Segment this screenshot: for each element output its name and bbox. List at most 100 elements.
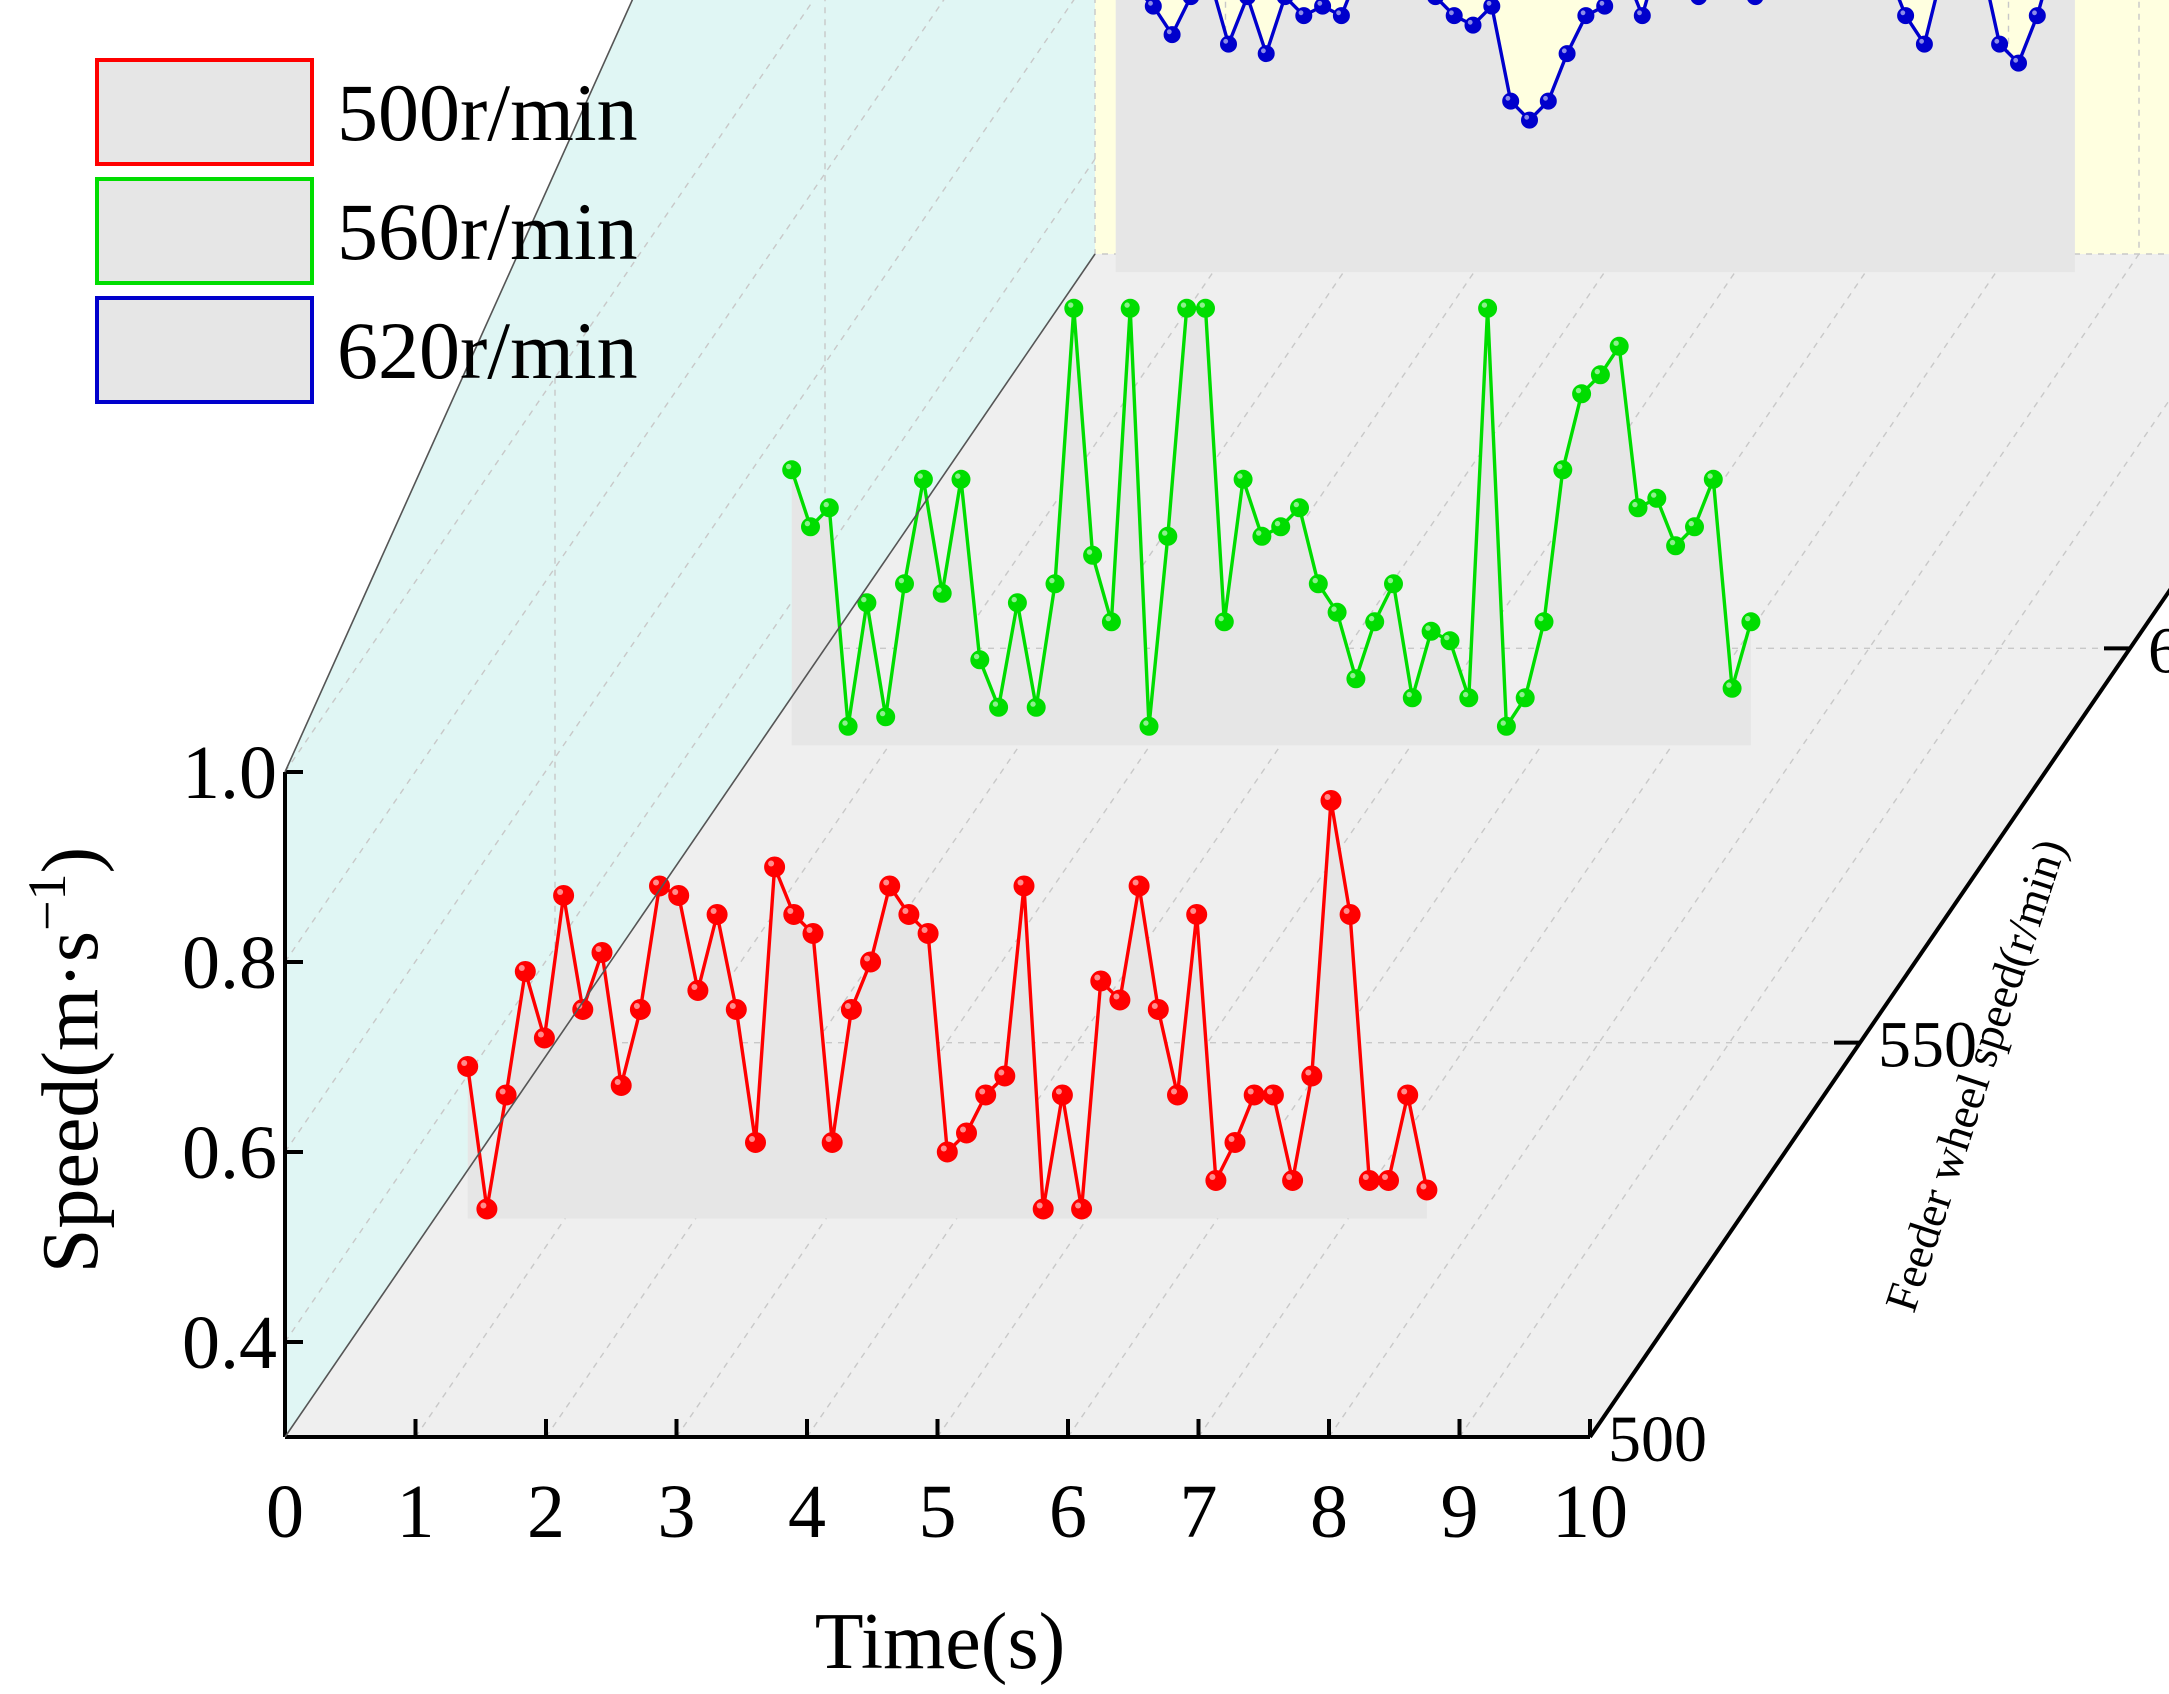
data-point [1397, 1084, 1419, 1106]
y-tick-label: 0.8 [182, 921, 277, 1005]
data-point [725, 999, 747, 1020]
x-tick-label: 1 [397, 1470, 435, 1554]
data-point-highlight [537, 1031, 544, 1038]
data-point [1239, 0, 1256, 6]
data-point-highlight [879, 710, 886, 717]
data-point [1339, 904, 1361, 925]
data-point [1147, 999, 1169, 1020]
floor-left-edge [284, 253, 1096, 1438]
x-axis-title: Time(s) [815, 1598, 1065, 1686]
data-point [1421, 621, 1441, 641]
data-point [1252, 526, 1272, 546]
data-point-highlight [1143, 720, 1149, 726]
data-point [951, 469, 971, 489]
y-axis-title-exponent: −1 [17, 874, 77, 931]
data-point-highlight [998, 1069, 1005, 1076]
data-point-highlight [1613, 340, 1619, 346]
data-point [932, 583, 952, 603]
data-point [838, 716, 858, 736]
legend-label: 500r/min [337, 67, 638, 158]
data-point-highlight [960, 1126, 966, 1133]
data-point-highlight [1266, 1088, 1273, 1095]
data-point-highlight [940, 1145, 947, 1152]
data-point-highlight [1900, 10, 1906, 16]
x-axis-title-group: Time(s) [815, 1598, 1065, 1686]
data-point-highlight [2032, 10, 2037, 16]
data-point-highlight [1166, 29, 1172, 35]
data-point-highlight [1199, 302, 1206, 308]
data-point [1515, 688, 1535, 708]
data-point-highlight [1632, 501, 1638, 508]
series-line-620r/min [1144, 0, 2044, 123]
data-point-highlight [1049, 577, 1055, 584]
data-point-highlight [844, 1003, 851, 1009]
data-point [1332, 7, 1350, 25]
data-point [1991, 35, 2009, 53]
data-point [1478, 298, 1498, 318]
data-point [1590, 365, 1610, 385]
data-point [1314, 0, 1332, 15]
data-point [802, 923, 824, 944]
data-point [2010, 54, 2027, 72]
data-point-highlight [1218, 615, 1224, 622]
data-point-highlight [1209, 1174, 1216, 1180]
data-point-highlight [1382, 1174, 1388, 1180]
data-point-highlight [1594, 368, 1601, 375]
data-point-highlight [1094, 974, 1101, 981]
chart-series-layer [457, 0, 2075, 1220]
data-point [1220, 35, 1237, 53]
data-point-highlight [1745, 615, 1751, 622]
data-point [1440, 631, 1460, 651]
data-point [1358, 1170, 1380, 1191]
data-point-highlight [898, 577, 905, 584]
data-point-highlight [1362, 1174, 1369, 1180]
data-point [1032, 1198, 1054, 1220]
data-point [764, 856, 786, 878]
data-point-highlight [1543, 95, 1548, 101]
data-point-highlight [1162, 530, 1168, 536]
data-point-highlight [710, 908, 717, 914]
data-point-highlight [825, 1136, 832, 1142]
data-point [1553, 460, 1573, 480]
data-point [2028, 7, 2046, 25]
data-point [1262, 1084, 1284, 1106]
data-point [819, 498, 839, 518]
data-point [975, 1084, 997, 1106]
data-point-highlight [1237, 473, 1243, 479]
data-point-highlight [992, 701, 999, 707]
data-point [1109, 989, 1131, 1011]
data-point [1666, 536, 1686, 556]
data-point [1327, 602, 1347, 622]
data-point [1308, 574, 1328, 594]
data-point [457, 1056, 479, 1077]
data-point [1051, 1084, 1073, 1106]
data-point [1026, 697, 1046, 717]
data-point-highlight [499, 1088, 506, 1095]
data-point [1163, 26, 1181, 44]
data-point [782, 460, 802, 480]
data-point [610, 1075, 632, 1096]
x-tick-label: 0 [266, 1470, 304, 1554]
data-point-highlight [595, 946, 602, 952]
data-point-highlight [804, 520, 811, 527]
data-point-highlight [1124, 302, 1130, 308]
data-point [1722, 678, 1742, 698]
data-point [1214, 612, 1234, 632]
data-point-highlight [921, 927, 928, 933]
data-point [1243, 1084, 1265, 1106]
data-point [1196, 298, 1215, 318]
data-point [591, 942, 613, 963]
data-point [1703, 469, 1723, 489]
data-point-highlight [1538, 615, 1544, 622]
side-wall [285, 0, 1095, 1437]
data-point [1464, 16, 1482, 34]
data-point-highlight [691, 984, 698, 990]
data-point [1897, 7, 1915, 25]
data-point [1609, 336, 1629, 356]
data-point [821, 1132, 843, 1153]
data-point [1427, 0, 1444, 6]
data-point-highlight [1274, 520, 1281, 527]
data-point [913, 469, 933, 489]
data-point-highlight [1261, 48, 1266, 54]
